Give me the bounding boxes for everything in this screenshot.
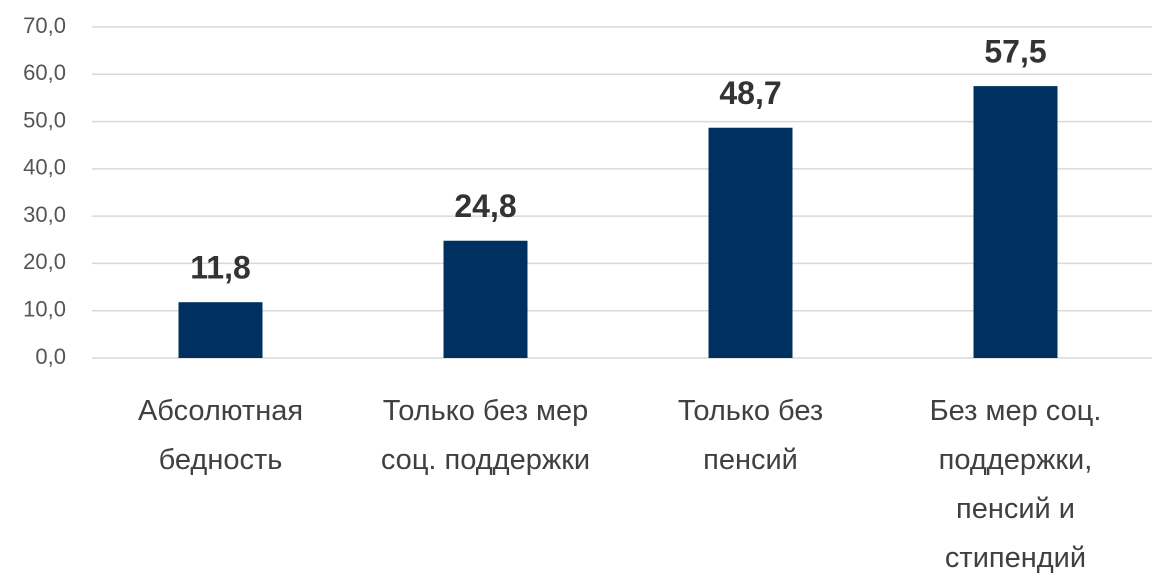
label-line: Только без мер bbox=[383, 395, 589, 427]
y-tick-label: 30,0 bbox=[23, 202, 66, 227]
label-line: Абсолютная bbox=[138, 395, 303, 427]
label-line: поддержки, bbox=[939, 444, 1093, 476]
label-line: пенсий и bbox=[956, 493, 1075, 525]
value-label: 57,5 bbox=[984, 34, 1046, 70]
label-line: стипендий bbox=[945, 542, 1086, 574]
y-tick-label: 50,0 bbox=[23, 107, 66, 132]
y-tick-label: 70,0 bbox=[23, 13, 66, 38]
x-tick-label: Без мер соц. поддержки, пенсий и стипендий bbox=[930, 395, 1102, 574]
label-line: Только без bbox=[678, 395, 823, 427]
bar bbox=[708, 127, 793, 359]
y-tick-label: 40,0 bbox=[23, 155, 66, 180]
bar bbox=[973, 86, 1058, 358]
value-label: 11,8 bbox=[190, 250, 251, 286]
y-tick-label: 0,0 bbox=[35, 344, 66, 369]
label-line: соц. поддержки bbox=[381, 444, 590, 476]
label-line: бедность bbox=[159, 444, 283, 476]
x-tick-label: Только без мер соц. поддержки bbox=[381, 395, 590, 476]
label-line: пенсий bbox=[703, 444, 798, 476]
y-tick-label: 60,0 bbox=[23, 60, 66, 85]
x-tick-label: Абсолютная бедность bbox=[138, 395, 303, 476]
y-tick-label: 20,0 bbox=[23, 249, 66, 274]
x-tick-label: Только без пенсий bbox=[678, 395, 823, 476]
bar bbox=[178, 302, 263, 358]
value-label: 48,7 bbox=[719, 75, 781, 111]
y-tick-label: 10,0 bbox=[23, 297, 66, 322]
bar bbox=[443, 240, 528, 358]
value-label: 24,8 bbox=[454, 188, 516, 224]
label-line: Без мер соц. bbox=[930, 395, 1102, 427]
